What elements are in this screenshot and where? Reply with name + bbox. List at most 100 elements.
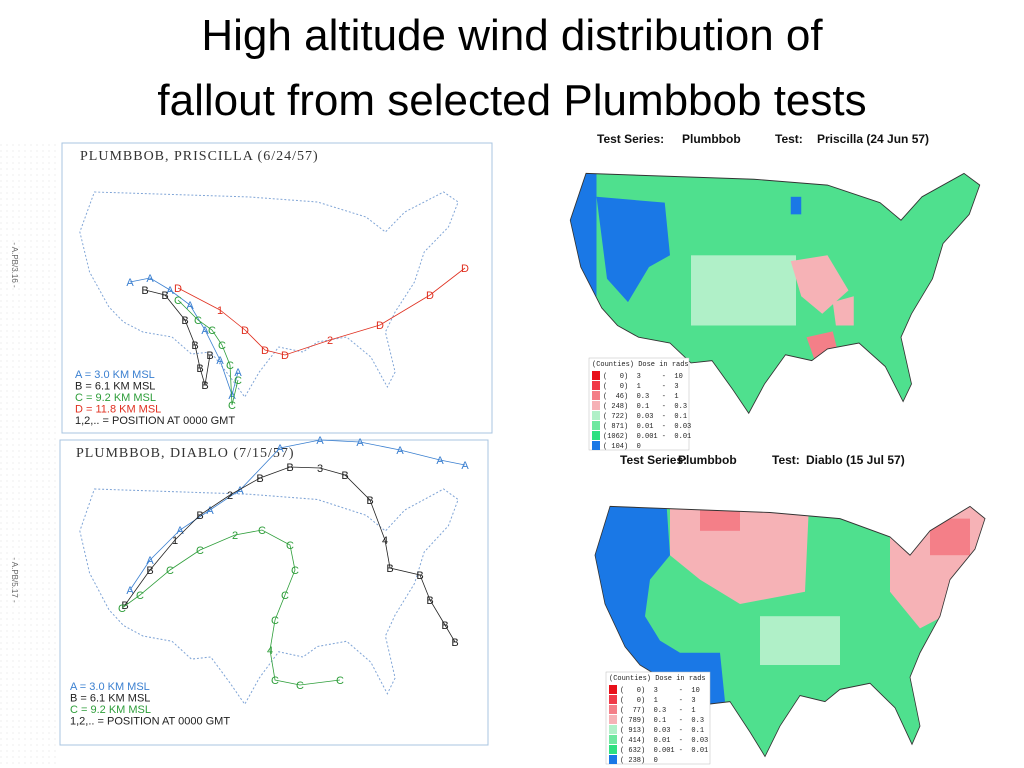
- position-label: 4: [267, 645, 273, 657]
- legend-entry: ( 0) 1 - 3: [603, 383, 679, 391]
- track-letter: C: [208, 325, 216, 337]
- track-letter: C: [226, 360, 234, 372]
- legend-swatch: [592, 431, 600, 440]
- track-letter: D: [174, 283, 182, 295]
- position-label: 2: [227, 490, 233, 502]
- legend-swatch: [592, 441, 600, 450]
- track-letter: B: [206, 350, 213, 362]
- legend-entry: ( 414) 0.01 - 0.03: [620, 737, 708, 745]
- legend-entry: ( 248) 0.1 - 0.3: [603, 403, 687, 411]
- legend-entry: ( 722) 0.03 - 0.1: [603, 413, 687, 421]
- legend-title: (Counties) Dose in rads: [609, 675, 706, 683]
- track-letter: D: [241, 325, 249, 337]
- track-letter: A: [146, 273, 154, 285]
- header-label: Test Series:: [620, 453, 687, 467]
- legend-swatch: [609, 735, 617, 744]
- header-label: Test:: [772, 453, 800, 467]
- legend-swatch: [592, 391, 600, 400]
- legend-entry: ( 0) 3 - 10: [620, 687, 700, 695]
- legend-entry: ( 0) 1 - 3: [620, 697, 696, 705]
- legend-entry: ( 0) 3 - 10: [603, 373, 683, 381]
- track-letter: A: [228, 390, 236, 402]
- legend-entry: D = 11.8 KM MSL: [75, 404, 161, 416]
- track-letter: A: [206, 505, 214, 517]
- panel-frame: [59, 439, 489, 746]
- track-letter: C: [234, 375, 242, 387]
- track-letter: B: [441, 620, 448, 632]
- track-letter: B: [366, 495, 373, 507]
- track-letter: B: [196, 363, 203, 375]
- legend-swatch: [592, 411, 600, 420]
- header-label: Test:: [775, 132, 803, 146]
- track-letter: B: [416, 570, 423, 582]
- track-letter: B: [341, 470, 348, 482]
- track-letter: C: [166, 565, 174, 577]
- position-label: 2: [327, 335, 333, 347]
- position-label: 1: [172, 535, 178, 547]
- track-letter: C: [194, 315, 202, 327]
- legend-entry: B = 6.1 KM MSL: [75, 381, 155, 393]
- header-label: Test Series:: [597, 132, 664, 146]
- position-label: 4: [382, 535, 388, 547]
- track-letter: A: [216, 355, 224, 367]
- panel-frame: [61, 142, 493, 434]
- track-letter: B: [161, 290, 168, 302]
- trajectory: [121, 529, 341, 686]
- legend-entry: ( 46) 0.3 - 1: [603, 393, 679, 401]
- track-letter: D: [461, 263, 469, 275]
- track-letter: A: [436, 455, 444, 467]
- track-letter: B: [181, 315, 188, 327]
- track-letter: C: [228, 400, 236, 412]
- legend-entry: 1,2,.. = POSITION AT 0000 GMT: [75, 415, 235, 427]
- track-letter: C: [271, 615, 279, 627]
- legend-box: [605, 671, 711, 765]
- legend-entry: ( 238) 0: [620, 757, 658, 765]
- header-value: Plumbbob: [682, 132, 741, 146]
- legend-entry: ( 871) 0.01 - 0.03: [603, 423, 691, 431]
- position-label: 1: [217, 305, 223, 317]
- track-letter: A: [236, 485, 244, 497]
- track-letter: A: [166, 285, 174, 297]
- track-letter: C: [196, 545, 204, 557]
- track-letter: A: [276, 443, 284, 455]
- legend-swatch: [592, 401, 600, 410]
- legend-swatch: [609, 685, 617, 694]
- panel-title: PLUMBBOB, DIABLO (7/15/57): [76, 446, 295, 461]
- track-letter: B: [286, 462, 293, 474]
- track-letter: B: [191, 340, 198, 352]
- background-dots: [0, 140, 60, 768]
- track-letter: C: [136, 590, 144, 602]
- track-letter: A: [234, 367, 242, 379]
- track-letter: C: [296, 680, 304, 692]
- track-letter: B: [141, 285, 148, 297]
- legend-swatch: [609, 715, 617, 724]
- track-letter: A: [126, 585, 134, 597]
- track-letter: B: [256, 473, 263, 485]
- legend-swatch: [592, 381, 600, 390]
- legend-box: [588, 357, 690, 451]
- legend-entry: ( 104) 0: [603, 443, 641, 451]
- track-letter: B: [196, 510, 203, 522]
- track-letter: A: [201, 325, 209, 337]
- track-letter: B: [386, 563, 393, 575]
- legend-swatch: [609, 725, 617, 734]
- legend-swatch: [609, 745, 617, 754]
- position-label: 2: [232, 530, 238, 542]
- trajectory: [177, 267, 466, 356]
- legend-title: (Counties) Dose in rads: [592, 361, 689, 369]
- track-letter: A: [176, 525, 184, 537]
- track-letter: C: [286, 540, 294, 552]
- side-label: - A.PB/3.16 -: [10, 242, 19, 288]
- legend-swatch: [609, 705, 617, 714]
- track-letter: D: [376, 320, 384, 332]
- track-letter: C: [218, 340, 226, 352]
- track-letter: B: [146, 565, 153, 577]
- track-letter: C: [271, 675, 279, 687]
- legend-swatch: [592, 421, 600, 430]
- side-label: - A.PB/5.17 -: [10, 557, 19, 603]
- track-letter: A: [186, 300, 194, 312]
- legend-entry: ( 913) 0.03 - 0.1: [620, 727, 704, 735]
- legend-entry: B = 6.1 KM MSL: [70, 693, 150, 705]
- header-value: Diablo (15 Jul 57): [806, 453, 905, 467]
